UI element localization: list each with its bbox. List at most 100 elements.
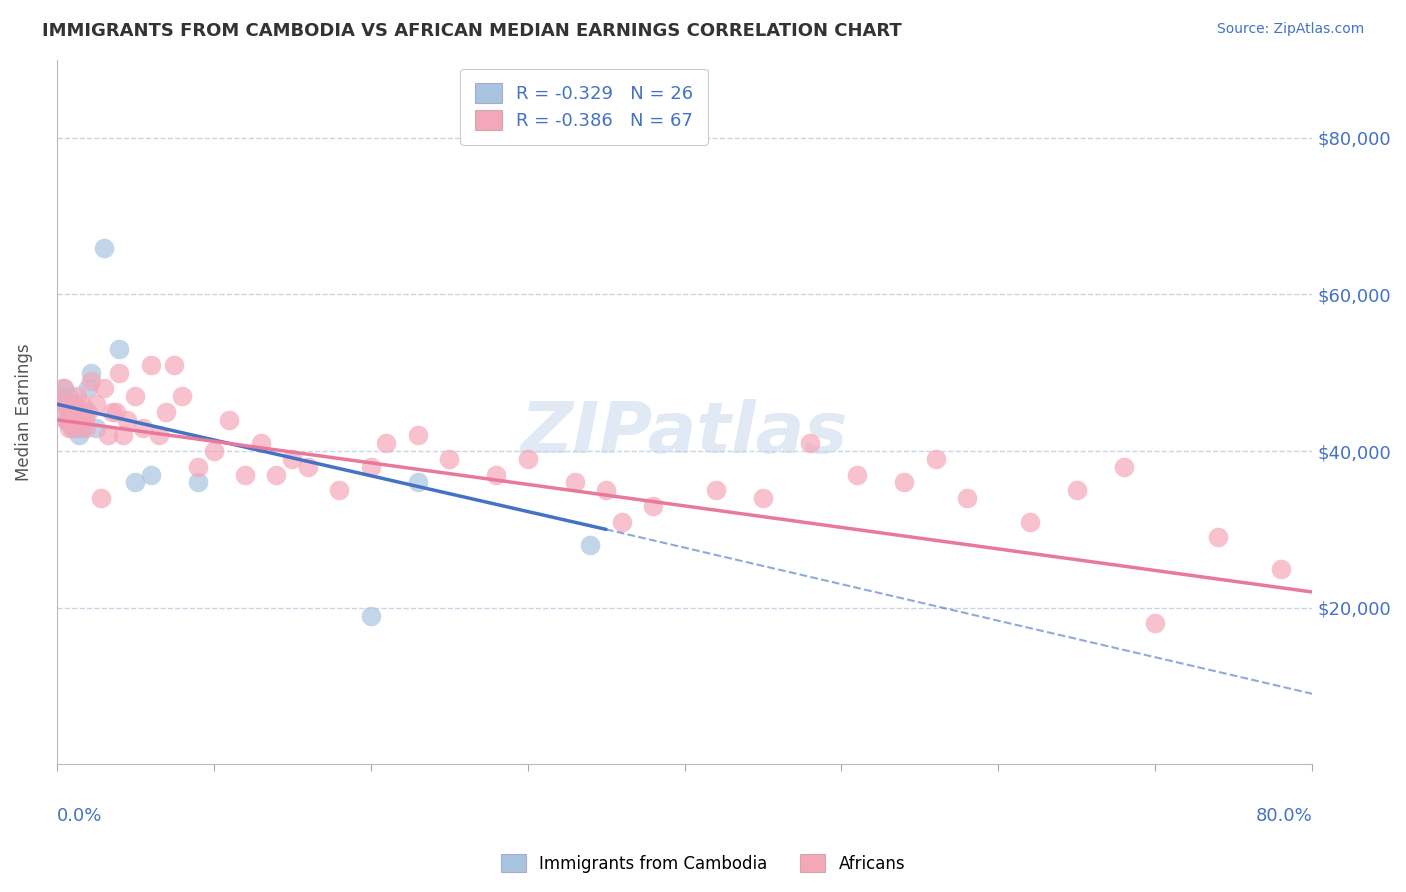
Text: ZIPatlas: ZIPatlas [520,399,848,467]
Point [66,420,89,434]
Point [360,459,382,474]
Point [66,389,89,403]
Point [70,397,93,411]
Point [485,467,508,482]
Point [67,428,90,442]
Point [51,397,73,411]
Point [437,451,460,466]
Point [51,389,73,403]
Point [72,405,94,419]
Point [132,420,155,434]
Point [69,413,91,427]
Point [249,436,271,450]
Point [52,397,75,411]
Point [65,413,87,427]
Point [1066,483,1088,498]
Point [90,491,112,505]
Point [63,420,86,434]
Point [148,428,170,442]
Point [111,428,134,442]
Point [53,381,76,395]
Point [63,405,86,419]
Point [610,515,633,529]
Point [59,405,82,419]
Point [65,397,87,411]
Point [139,358,162,372]
Point [1270,561,1292,575]
Point [233,467,256,482]
Point [108,343,131,357]
Point [163,358,186,372]
Point [266,467,288,482]
Point [139,467,162,482]
Point [77,405,100,419]
Point [297,459,319,474]
Point [55,413,77,427]
Point [595,483,617,498]
Point [406,428,429,442]
Point [108,366,131,380]
Point [124,475,146,490]
Point [704,483,727,498]
Point [799,436,821,450]
Point [360,608,382,623]
Point [93,240,115,254]
Legend: Immigrants from Cambodia, Africans: Immigrants from Cambodia, Africans [494,847,912,880]
Point [1112,459,1135,474]
Point [58,420,80,434]
Point [75,420,97,434]
Point [56,397,79,411]
Point [73,405,96,419]
Point [52,381,75,395]
Point [84,420,107,434]
Point [93,381,115,395]
Point [375,436,398,450]
Point [1206,530,1229,544]
Point [60,413,83,427]
Point [172,389,194,403]
Point [77,381,100,395]
Point [187,475,209,490]
Point [117,413,139,427]
Legend: R = -0.329   N = 26, R = -0.386   N = 67: R = -0.329 N = 26, R = -0.386 N = 67 [460,69,707,145]
Point [846,467,869,482]
Point [97,428,120,442]
Point [55,413,77,427]
Point [58,389,80,403]
Point [67,405,90,419]
Text: IMMIGRANTS FROM CAMBODIA VS AFRICAN MEDIAN EARNINGS CORRELATION CHART: IMMIGRANTS FROM CAMBODIA VS AFRICAN MEDI… [42,22,901,40]
Point [60,420,83,434]
Point [564,475,586,490]
Point [1018,515,1040,529]
Point [84,397,107,411]
Point [516,451,538,466]
Point [80,366,103,380]
Point [643,499,665,513]
Point [752,491,775,505]
Point [70,420,93,434]
Text: 80.0%: 80.0% [1256,806,1312,824]
Point [187,459,209,474]
Point [218,413,240,427]
Point [69,413,91,427]
Point [73,413,96,427]
Point [579,538,602,552]
Text: Source: ZipAtlas.com: Source: ZipAtlas.com [1216,22,1364,37]
Point [56,413,79,427]
Point [124,389,146,403]
Text: 0.0%: 0.0% [56,806,103,824]
Point [924,451,946,466]
Point [328,483,350,498]
Point [80,374,103,388]
Point [956,491,979,505]
Point [155,405,177,419]
Point [202,444,225,458]
Point [281,451,304,466]
Point [893,475,915,490]
Point [105,405,128,419]
Point [406,475,429,490]
Y-axis label: Median Earnings: Median Earnings [15,343,32,481]
Point [53,397,76,411]
Point [100,405,122,419]
Point [1144,616,1167,631]
